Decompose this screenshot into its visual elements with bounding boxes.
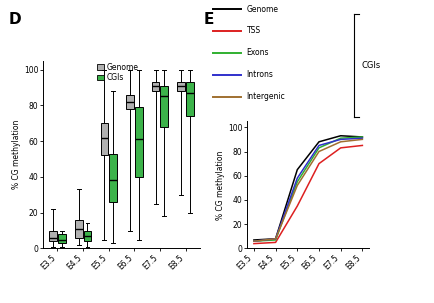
PathPatch shape [58, 234, 66, 243]
PathPatch shape [186, 82, 194, 116]
PathPatch shape [75, 220, 82, 238]
Text: CGIs: CGIs [362, 61, 381, 70]
Text: E: E [204, 12, 214, 27]
PathPatch shape [126, 95, 134, 109]
PathPatch shape [84, 231, 91, 241]
Text: Genome: Genome [247, 5, 279, 14]
Y-axis label: % CG methylation: % CG methylation [216, 150, 225, 219]
PathPatch shape [178, 82, 185, 91]
PathPatch shape [109, 154, 117, 202]
Legend: Genome, CGIs: Genome, CGIs [97, 62, 138, 82]
PathPatch shape [161, 86, 168, 127]
PathPatch shape [101, 123, 108, 155]
PathPatch shape [49, 231, 57, 241]
Text: TSS: TSS [247, 26, 261, 35]
Text: Exons: Exons [247, 48, 269, 57]
Y-axis label: % CG methylation: % CG methylation [12, 120, 21, 189]
Text: Intergenic: Intergenic [247, 92, 285, 101]
Text: Introns: Introns [247, 70, 273, 79]
Text: D: D [9, 12, 21, 27]
PathPatch shape [135, 107, 142, 177]
PathPatch shape [152, 82, 159, 91]
